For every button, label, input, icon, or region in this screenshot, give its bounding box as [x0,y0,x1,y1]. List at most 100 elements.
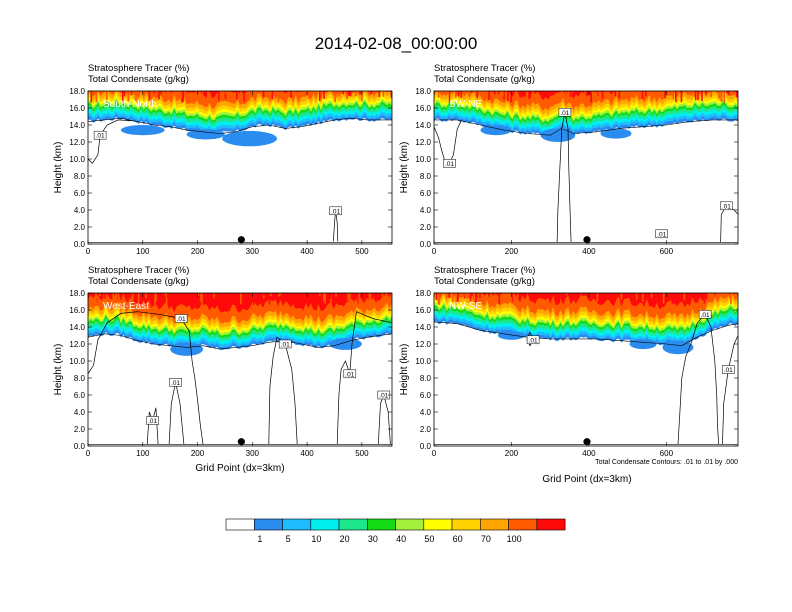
tracer-streak [437,91,440,98]
y-axis-label: Height (km) [53,344,64,396]
tracer-streak [448,91,451,103]
tracer-streak [521,91,524,98]
tracer-streak [112,293,114,299]
contour-label-box [655,229,668,239]
x-tick-label: 100 [136,449,150,458]
tracer-streak [308,91,310,99]
y-axis-label: Height (km) [399,344,410,396]
tracer-streak [137,293,140,303]
x-tick-label: 0 [86,247,91,256]
tracer-streak [278,293,281,297]
tracer-streak [510,91,512,103]
tracer-blob [540,128,576,142]
tracer-streak [735,91,738,98]
x-tick-label: 200 [191,247,205,256]
tracer-streak [504,91,507,101]
tracer-streak [726,91,728,94]
tracer-streak [502,91,504,97]
colorbar-swatch [254,518,283,531]
panel-subtitle-1: Stratosphere Tracer (%) [434,63,535,74]
tracer-streak [182,91,184,102]
x-tick-label: 600 [660,449,674,458]
tracer-streak [90,91,93,103]
tracer-streak [270,293,272,297]
y-tick-label: 4.0 [420,408,432,417]
tracer-streak [339,91,342,94]
panel-subtitle-1: Stratosphere Tracer (%) [88,265,189,276]
tracer-streak [180,91,183,99]
y-tick-label: 0.0 [420,442,432,451]
tracer-streak [524,293,526,299]
tracer-streak [135,91,137,102]
tracer-streak [672,91,675,100]
tracer-streak [674,293,677,296]
y-tick-label: 8.0 [74,172,86,181]
x-tick-label: 0 [432,247,437,256]
tracer-streak [357,293,360,304]
tracer-streak [644,293,647,296]
tracer-streak [390,91,392,98]
y-tick-label: 0.0 [74,442,86,451]
tracer-streak [355,91,357,97]
x-tick-label: 500 [355,247,369,256]
tracer-streak [259,91,262,94]
panel-label: SW-NE [449,99,482,110]
y-tick-label: 8.0 [420,374,432,383]
tracer-streak [701,91,703,101]
tracer-streak [725,293,728,297]
panel-3: Stratosphere Tracer (%)Total Condensate … [53,265,393,458]
tracer-streak [335,91,337,98]
contour-label: .01 [445,161,454,168]
tracer-streak [694,91,697,101]
contour-label-box [343,369,357,379]
y-tick-label: 4.0 [74,408,86,417]
contour-label: .01 [722,203,731,210]
contour-label: .01 [148,418,157,425]
location-marker [583,438,591,446]
contour-label: .01 [657,231,666,238]
tracer-streak [570,91,573,95]
y-tick-label: 8.0 [74,374,86,383]
tracer-streak [129,293,131,299]
tracer-streak [155,293,157,301]
tracer-streak [513,293,515,297]
tracer-blob [497,331,526,340]
tracer-streak [488,91,490,100]
xlabel-bottom-right: Grid Point (dx=3km) [542,474,631,485]
tracer-streak [346,91,348,99]
plot-frame [433,90,739,245]
x-tick-label: 400 [582,449,596,458]
contour-label: .01 [171,380,180,387]
tracer-blob [120,125,165,136]
contour-label-box [558,108,572,117]
tracer-streak [687,91,690,95]
tracer-streak [683,293,686,301]
tracer-streak [154,293,156,305]
colorbar-swatch [310,518,340,531]
tracer-streak [558,293,561,304]
tracer-blob [329,338,362,350]
x-tick-label: 500 [355,449,369,458]
tracer-streak [680,91,683,103]
location-marker [237,438,245,446]
tracer-streak [201,91,204,95]
contour-label-box [169,378,182,387]
tracer-streak [248,91,251,101]
y-tick-label: 14.0 [69,323,85,332]
tracer-streak [279,293,282,296]
panel-label: NW-SE [449,301,482,312]
location-marker [237,236,245,244]
tracer-streak [95,293,97,305]
x-tick-label: 300 [246,449,260,458]
tracer-streak [678,293,680,301]
tracer-band [434,293,738,310]
y-tick-label: 10.0 [69,155,85,164]
tracer-streak [471,91,473,94]
y-tick-label: 18.0 [69,289,85,298]
tracer-streak [733,91,736,95]
y-tick-label: 16.0 [69,104,85,113]
tracer-streak [200,293,202,303]
tracer-streak [229,293,232,305]
tracer-streak [487,91,489,102]
colorbar-swatch [395,518,425,531]
